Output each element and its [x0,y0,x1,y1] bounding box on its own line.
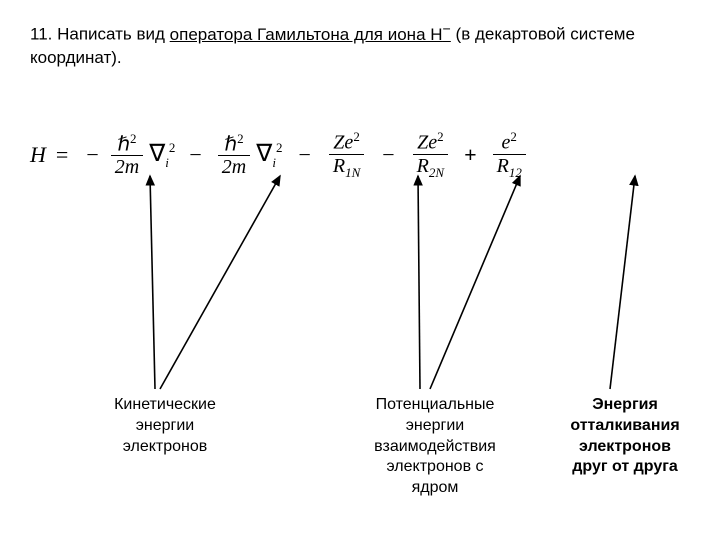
frac-potential-2: Ze2 R2N [413,130,448,180]
minus-1: − [86,142,98,168]
eq-lhs: H [30,142,46,168]
frac-kinetic-2: ℏ2 2m [218,132,250,179]
frac-potential-1: Ze2 R1N [329,130,364,180]
title-underline: оператора Гамильтона для иона H− [170,25,451,44]
minus-4: − [382,142,394,168]
nabla-2: ∇i2 [256,139,282,171]
frac-repulsion: e2 R12 [493,130,526,180]
eq-equals: = [56,142,68,168]
question-number: 11. [30,25,52,44]
question-title: 11. Написать вид оператора Гамильтона дл… [30,20,690,70]
title-pre: Написать вид [57,25,170,44]
hamiltonian-equation: H = − ℏ2 2m ∇i2 − ℏ2 2m ∇i2 − Ze2 R1N − … [30,130,530,180]
label-repulsion: Энергияотталкиванияэлектроновдруг от дру… [555,395,695,478]
frac-kinetic-1: ℏ2 2m [111,132,143,179]
plus-1: + [464,142,477,168]
minus-3: − [298,142,310,168]
minus-2: − [189,142,201,168]
label-potential: Потенциальныеэнергиивзаимодействияэлектр… [350,395,520,499]
label-kinetic: Кинетическиеэнергииэлектронов [95,395,235,457]
nabla-1: ∇i2 [149,139,175,171]
